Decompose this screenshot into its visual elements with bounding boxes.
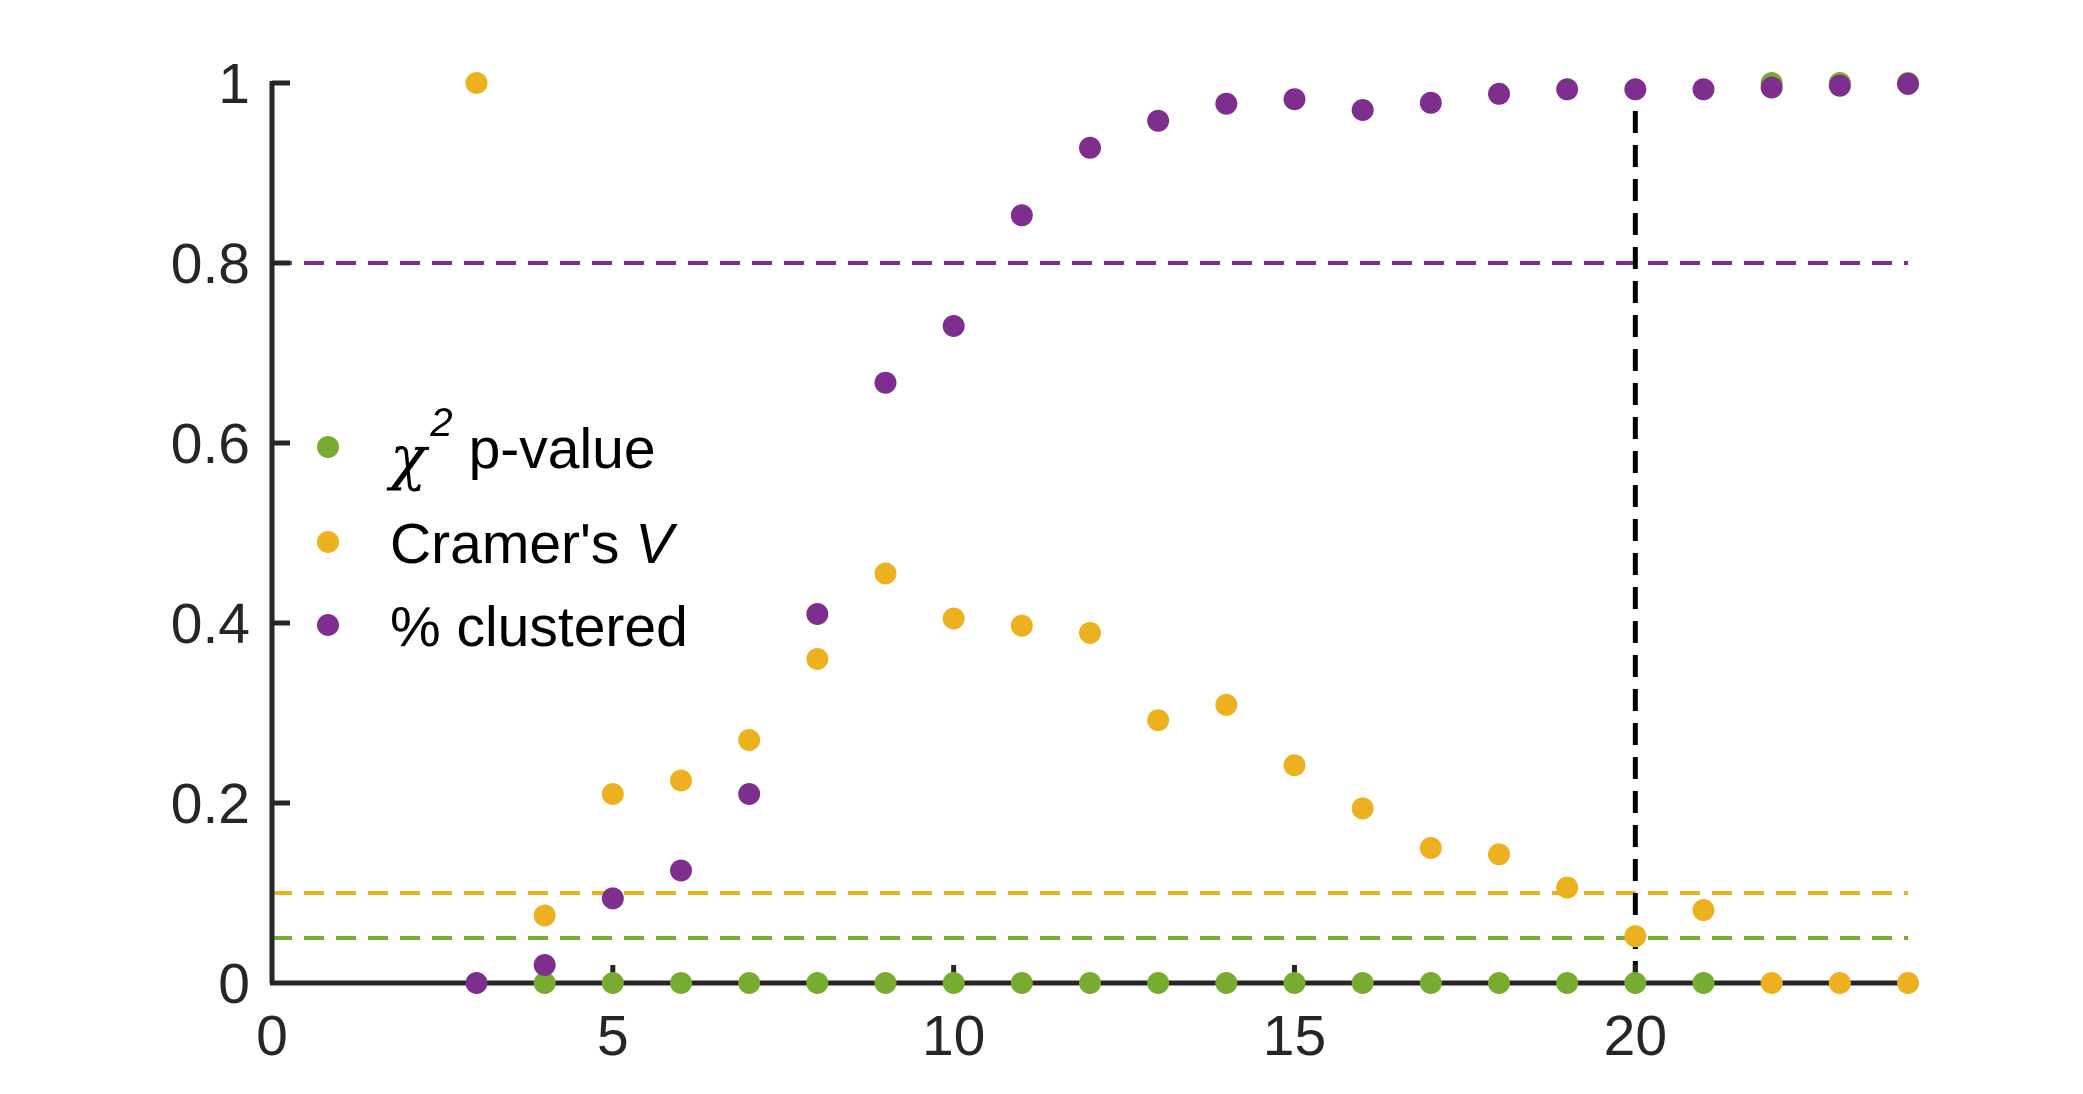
legend-superscript: 2 bbox=[429, 401, 452, 445]
reference-lines bbox=[272, 83, 1908, 983]
data-point bbox=[738, 729, 761, 751]
legend-marker bbox=[317, 436, 339, 458]
data-point bbox=[1147, 972, 1170, 994]
data-point bbox=[670, 859, 692, 882]
legend-marker bbox=[317, 614, 339, 636]
data-point bbox=[1283, 754, 1306, 777]
data-point bbox=[533, 954, 556, 976]
data-point bbox=[1488, 82, 1510, 105]
data-point bbox=[533, 972, 556, 994]
legend-marker bbox=[317, 531, 339, 553]
legend-label: Cramer's V bbox=[390, 512, 678, 576]
data-point bbox=[1624, 925, 1647, 948]
data-point bbox=[738, 783, 761, 805]
data-point bbox=[1556, 78, 1579, 101]
data-point bbox=[1079, 136, 1101, 159]
y-tick-label: 0 bbox=[218, 952, 250, 1016]
data-points bbox=[465, 72, 1919, 994]
data-point bbox=[1010, 972, 1033, 994]
data-point bbox=[1556, 972, 1579, 994]
data-point bbox=[601, 887, 624, 910]
data-point bbox=[1419, 837, 1442, 859]
data-point bbox=[1828, 972, 1851, 994]
data-point bbox=[1419, 972, 1442, 994]
data-point bbox=[465, 72, 488, 94]
data-point bbox=[1692, 78, 1715, 101]
data-point bbox=[1215, 972, 1238, 994]
data-point bbox=[806, 648, 829, 670]
data-point bbox=[1079, 621, 1101, 644]
y-tick-label: 1 bbox=[218, 52, 250, 116]
data-point bbox=[1010, 614, 1033, 637]
data-point bbox=[1556, 876, 1579, 899]
data-point bbox=[1828, 74, 1851, 97]
data-point bbox=[874, 371, 897, 394]
data-point bbox=[806, 972, 829, 994]
data-point bbox=[942, 607, 965, 630]
data-point bbox=[533, 904, 556, 927]
series-1 bbox=[465, 72, 1919, 994]
legend-label: χ 2 p-value bbox=[386, 401, 656, 493]
data-point bbox=[1215, 92, 1238, 115]
data-point bbox=[806, 603, 829, 625]
data-point bbox=[1624, 78, 1647, 101]
legend-chi-symbol: χ bbox=[386, 423, 430, 493]
data-point bbox=[1488, 843, 1510, 866]
x-tick-label: 5 bbox=[597, 1004, 629, 1068]
legend-text: p-value bbox=[469, 417, 656, 481]
data-point bbox=[1692, 899, 1715, 922]
data-point bbox=[1283, 88, 1306, 111]
data-point bbox=[1351, 797, 1374, 820]
legend: χ 2 p-value Cramer's V % clustered bbox=[317, 401, 688, 659]
data-point bbox=[601, 972, 624, 994]
legend-text: Cramer's bbox=[390, 512, 635, 576]
y-tick-label: 0.8 bbox=[171, 232, 250, 296]
data-point bbox=[1147, 109, 1170, 132]
data-point bbox=[874, 972, 897, 994]
x-tick-label: 10 bbox=[922, 1004, 985, 1068]
x-tick-label: 15 bbox=[1263, 1004, 1326, 1068]
data-point bbox=[670, 769, 692, 792]
legend-italic-text: V bbox=[635, 512, 678, 576]
data-point bbox=[1079, 972, 1101, 994]
y-tick-label: 0.6 bbox=[171, 412, 250, 476]
data-point bbox=[1010, 204, 1033, 227]
data-point bbox=[1351, 972, 1374, 994]
data-point bbox=[738, 972, 761, 994]
data-point bbox=[942, 315, 965, 337]
data-point bbox=[942, 972, 965, 994]
data-point bbox=[601, 783, 624, 805]
tick-labels: 00.20.40.60.810 5 10 15 20 bbox=[171, 52, 1667, 1068]
data-point bbox=[1488, 972, 1510, 994]
data-point bbox=[874, 562, 897, 585]
x-tick-label: 0 bbox=[256, 1004, 288, 1068]
series-0 bbox=[533, 72, 1919, 994]
data-point bbox=[1692, 972, 1715, 994]
data-point bbox=[1351, 99, 1374, 121]
data-point bbox=[1760, 972, 1783, 994]
data-point bbox=[1147, 709, 1170, 732]
x-tick-label: 20 bbox=[1604, 1004, 1667, 1068]
legend-label: % clustered bbox=[390, 595, 688, 659]
series-2 bbox=[465, 72, 1919, 994]
data-point bbox=[1897, 972, 1919, 994]
data-point bbox=[1624, 972, 1647, 994]
data-point bbox=[465, 972, 488, 994]
data-point bbox=[1283, 972, 1306, 994]
data-point bbox=[670, 972, 692, 994]
data-point bbox=[1419, 91, 1442, 114]
data-point bbox=[1215, 693, 1238, 716]
data-point bbox=[1760, 76, 1783, 99]
y-tick-label: 0.4 bbox=[171, 592, 250, 656]
data-point bbox=[1897, 72, 1919, 95]
y-tick-label: 0.2 bbox=[171, 772, 250, 836]
